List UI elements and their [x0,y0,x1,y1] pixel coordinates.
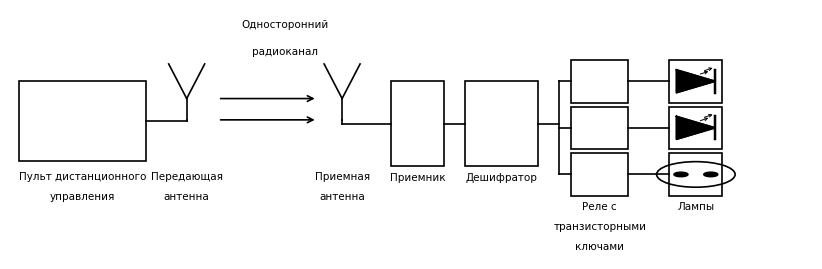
Bar [19,81,145,161]
Text: радиоканал: радиоканал [252,47,318,57]
Text: антенна: антенна [319,192,365,202]
Text: антенна: антенна [164,192,210,202]
Polygon shape [677,116,715,139]
Text: Приемник: Приемник [390,173,446,183]
Bar [571,107,628,149]
Text: Пульт дистанционного: Пульт дистанционного [19,172,146,182]
Text: ключами: ключами [575,242,624,252]
Text: Дешифратор: Дешифратор [466,173,538,183]
Text: Лампы: Лампы [677,202,715,213]
Bar [571,60,628,102]
Circle shape [674,172,688,177]
Text: Реле с: Реле с [583,202,617,213]
Bar [391,81,445,167]
Text: транзисторными: транзисторными [553,222,646,232]
Text: управления: управления [50,192,116,202]
Circle shape [704,172,718,177]
Text: Односторонний: Односторонний [241,20,329,30]
Bar [669,60,723,102]
Text: Передающая: Передающая [150,172,223,182]
Bar [669,153,723,196]
Polygon shape [677,70,715,93]
Bar [669,107,723,149]
Text: Приемная: Приемная [315,172,370,182]
Bar [571,153,628,196]
Bar [464,81,538,167]
